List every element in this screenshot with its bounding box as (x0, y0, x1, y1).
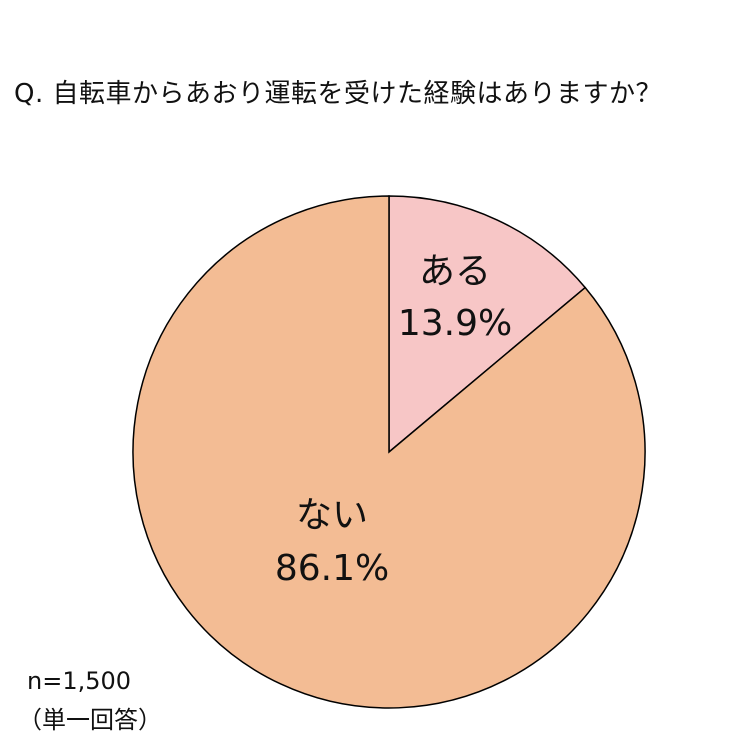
sample-size-note: n=1,500 (27, 667, 132, 695)
pie-label-no-name: ない (296, 495, 368, 536)
pie-labels: ある 13.9% ない 86.1% (275, 251, 512, 589)
pie-slice-no (132, 195, 646, 709)
answer-type-note: （単一回答） (18, 706, 162, 734)
pie-slices (132, 195, 646, 709)
pie-slice-yes (388, 195, 587, 454)
pie-label-yes-value: 13.9% (398, 303, 512, 344)
chart-title: Q. 自転車からあおり運転を受けた経験はありますか？ (14, 79, 662, 109)
pie-label-no-value: 86.1% (275, 548, 389, 589)
pie-label-yes-name: ある (419, 251, 491, 292)
